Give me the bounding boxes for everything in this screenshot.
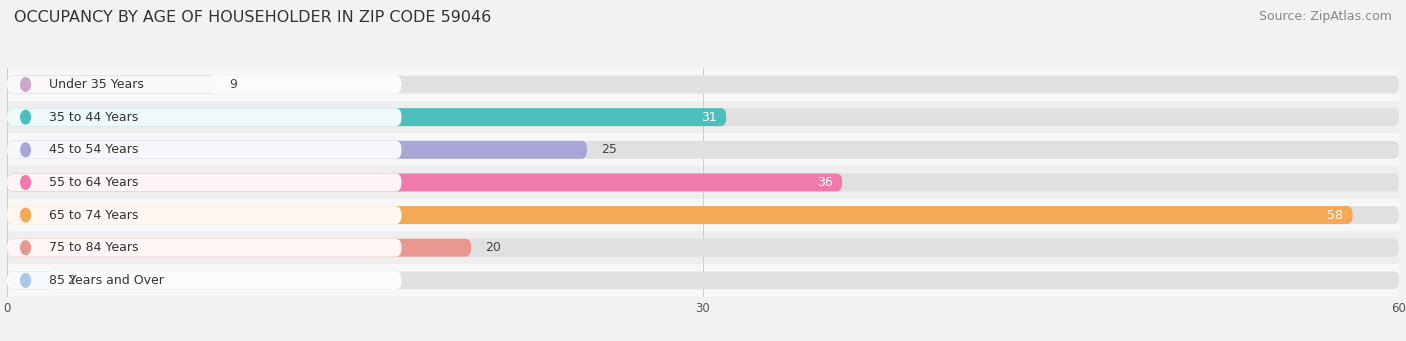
Circle shape [21,78,31,91]
FancyBboxPatch shape [7,239,1399,257]
Text: 31: 31 [702,111,717,124]
Text: 75 to 84 Years: 75 to 84 Years [49,241,138,254]
Circle shape [21,110,31,124]
FancyBboxPatch shape [7,271,402,289]
FancyBboxPatch shape [7,174,402,191]
FancyBboxPatch shape [7,76,1399,93]
FancyBboxPatch shape [7,141,588,159]
FancyBboxPatch shape [7,206,1399,224]
Circle shape [21,241,31,254]
Text: 65 to 74 Years: 65 to 74 Years [49,209,138,222]
FancyBboxPatch shape [7,271,53,289]
Bar [7,264,1399,297]
FancyBboxPatch shape [7,141,1399,159]
Bar [7,166,1399,199]
Text: 9: 9 [229,78,238,91]
Circle shape [21,273,31,287]
Circle shape [21,208,31,222]
Bar [7,133,1399,166]
Text: 36: 36 [817,176,832,189]
FancyBboxPatch shape [7,108,402,126]
Text: 2: 2 [67,274,76,287]
Circle shape [21,143,31,157]
Text: 25: 25 [600,143,617,156]
Text: 58: 58 [1327,209,1343,222]
Circle shape [21,176,31,189]
Text: Under 35 Years: Under 35 Years [49,78,143,91]
FancyBboxPatch shape [7,174,1399,191]
FancyBboxPatch shape [7,239,402,257]
Bar [7,232,1399,264]
FancyBboxPatch shape [7,76,217,93]
Text: 45 to 54 Years: 45 to 54 Years [49,143,138,156]
Text: 35 to 44 Years: 35 to 44 Years [49,111,138,124]
FancyBboxPatch shape [7,271,1399,289]
Text: 55 to 64 Years: 55 to 64 Years [49,176,138,189]
FancyBboxPatch shape [7,76,402,93]
FancyBboxPatch shape [7,174,842,191]
Text: OCCUPANCY BY AGE OF HOUSEHOLDER IN ZIP CODE 59046: OCCUPANCY BY AGE OF HOUSEHOLDER IN ZIP C… [14,10,491,25]
Text: 20: 20 [485,241,501,254]
Bar [7,199,1399,232]
FancyBboxPatch shape [7,108,1399,126]
Text: 85 Years and Over: 85 Years and Over [49,274,163,287]
FancyBboxPatch shape [7,206,1353,224]
FancyBboxPatch shape [7,108,727,126]
Text: Source: ZipAtlas.com: Source: ZipAtlas.com [1258,10,1392,23]
Bar [7,101,1399,133]
FancyBboxPatch shape [7,141,402,159]
Bar [7,68,1399,101]
FancyBboxPatch shape [7,206,402,224]
FancyBboxPatch shape [7,239,471,257]
